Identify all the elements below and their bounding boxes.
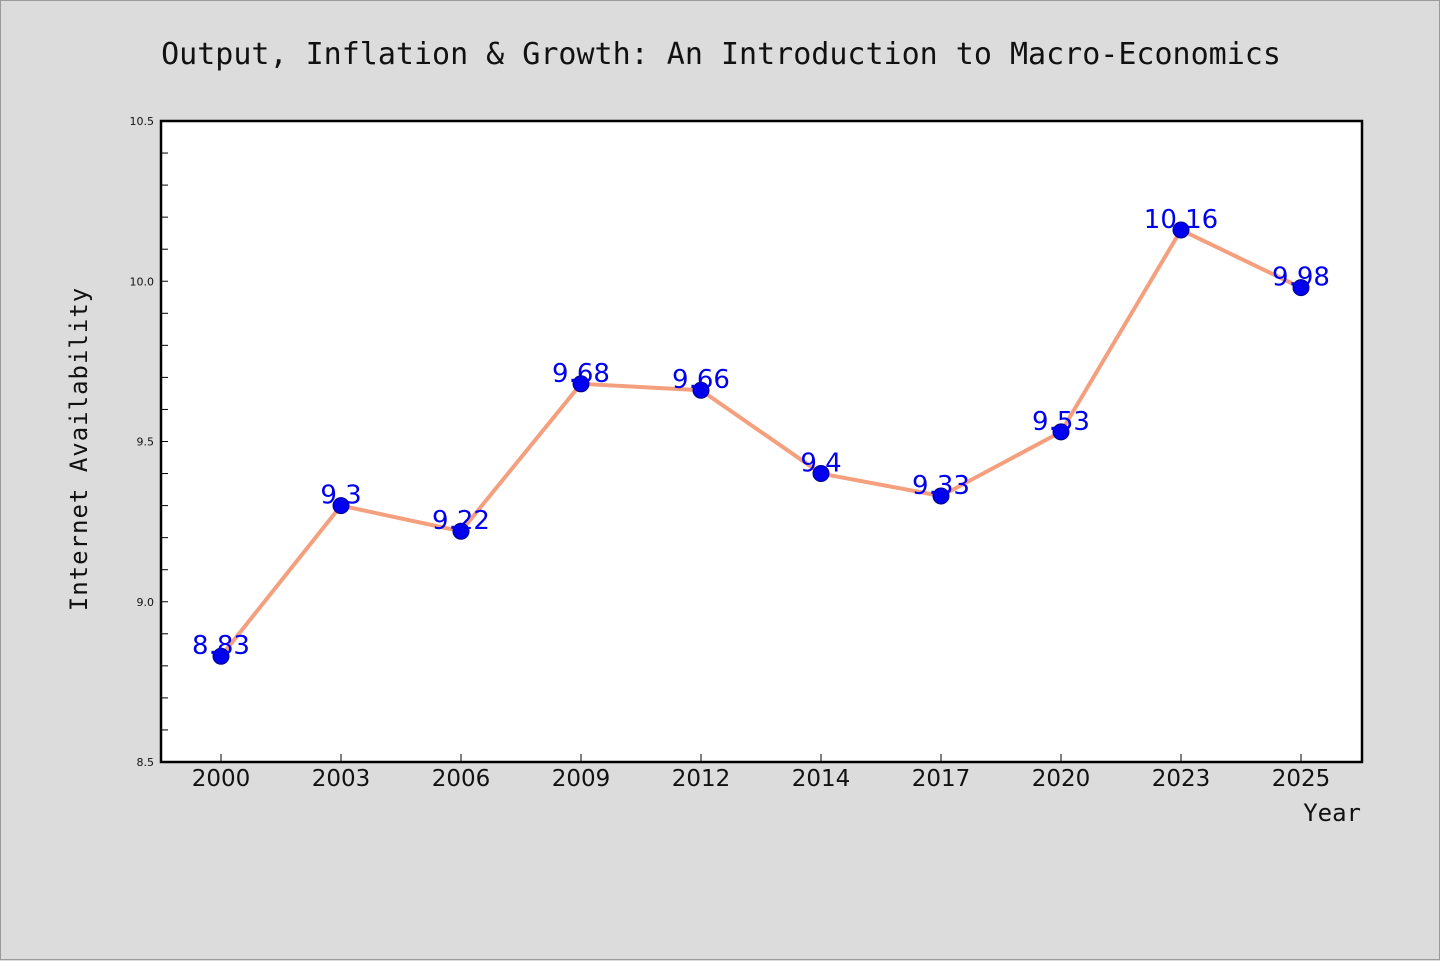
- data-point-marker: [332, 497, 350, 515]
- x-tick-label: 2017: [912, 766, 971, 792]
- x-tick-label: 2003: [312, 766, 371, 792]
- data-point-marker: [932, 487, 950, 505]
- data-label: 9.98: [1272, 263, 1330, 293]
- data-label: 9.4: [800, 449, 841, 479]
- data-point-marker: [1172, 221, 1190, 239]
- data-label: 9.22: [432, 506, 490, 536]
- y-tick-label: 9.0: [137, 596, 155, 609]
- data-point-marker: [452, 522, 470, 540]
- x-tick-label: 2020: [1032, 766, 1091, 792]
- data-label: 9.66: [672, 365, 730, 395]
- y-tick-label: 8.5: [137, 756, 155, 769]
- data-point-marker: [1292, 279, 1310, 297]
- data-label: 9.68: [552, 359, 610, 389]
- plot-area: [159, 119, 1364, 764]
- data-point-marker: [1052, 423, 1070, 441]
- data-point-marker: [212, 647, 230, 665]
- data-point-marker: [692, 381, 710, 399]
- x-tick-label: 2014: [792, 766, 851, 792]
- x-axis-label: Year: [1303, 799, 1361, 827]
- data-label: 9.53: [1032, 407, 1090, 437]
- chart-title: Output, Inflation & Growth: An Introduct…: [161, 37, 1281, 72]
- y-tick-label: 10.5: [130, 115, 155, 128]
- series-line: [219, 227, 1303, 659]
- data-label: 8.83: [192, 631, 250, 661]
- data-point-marker: [572, 375, 590, 393]
- x-tick-label: 2025: [1272, 766, 1331, 792]
- x-axis: 2000 2003 2006 2009 2012 2014 2017 2020 2023 2025: [192, 754, 1331, 792]
- y-tick-label: 9.5: [137, 436, 155, 449]
- x-tick-label: 2012: [672, 766, 731, 792]
- data-label: 9.3: [320, 481, 361, 511]
- y-axis-label: Internet Availability: [65, 287, 93, 611]
- x-tick-label: 2009: [552, 766, 611, 792]
- data-point-marker: [812, 465, 830, 483]
- data-label: 10.16: [1144, 205, 1218, 235]
- x-tick-label: 2000: [192, 766, 251, 792]
- data-label: 9.33: [912, 471, 970, 501]
- x-tick-label: 2006: [432, 766, 491, 792]
- series-group: [212, 221, 1310, 665]
- data-labels-group: 8.83 9.3 9.22 9.68 9.66 9.4 9.33 9.53 10.16 9.98: [192, 205, 1330, 661]
- x-tick-label: 2023: [1152, 766, 1211, 792]
- y-axis: 8.5 9.0 9.5 10.0 10.5: [130, 115, 168, 769]
- y-tick-label: 10.0: [130, 275, 155, 288]
